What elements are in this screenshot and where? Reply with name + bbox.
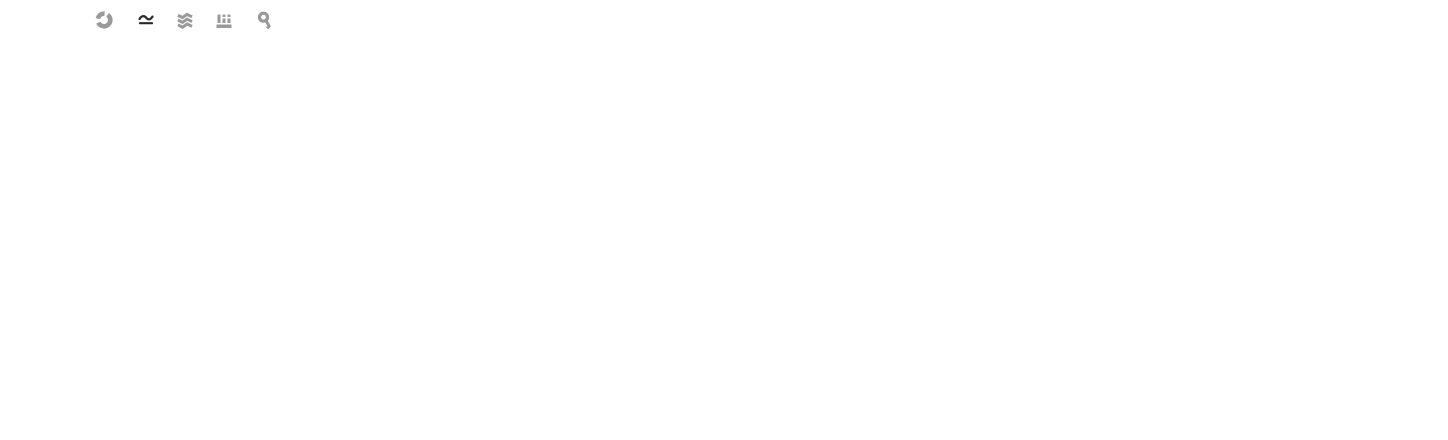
pie-chart-icon	[95, 11, 113, 29]
line-chart-icon	[138, 15, 154, 25]
column-chart-view-button[interactable]	[204, 2, 244, 38]
pie-chart-view-button[interactable]	[84, 2, 124, 38]
map-pin-icon	[257, 11, 271, 30]
stacked-area-icon	[177, 12, 193, 29]
stacked-area-view-button[interactable]	[165, 2, 205, 38]
map-view-button[interactable]	[244, 2, 284, 38]
chart-header	[0, 0, 1448, 44]
line-chart-view-button[interactable]	[126, 2, 166, 38]
column-chart-icon	[216, 14, 232, 28]
